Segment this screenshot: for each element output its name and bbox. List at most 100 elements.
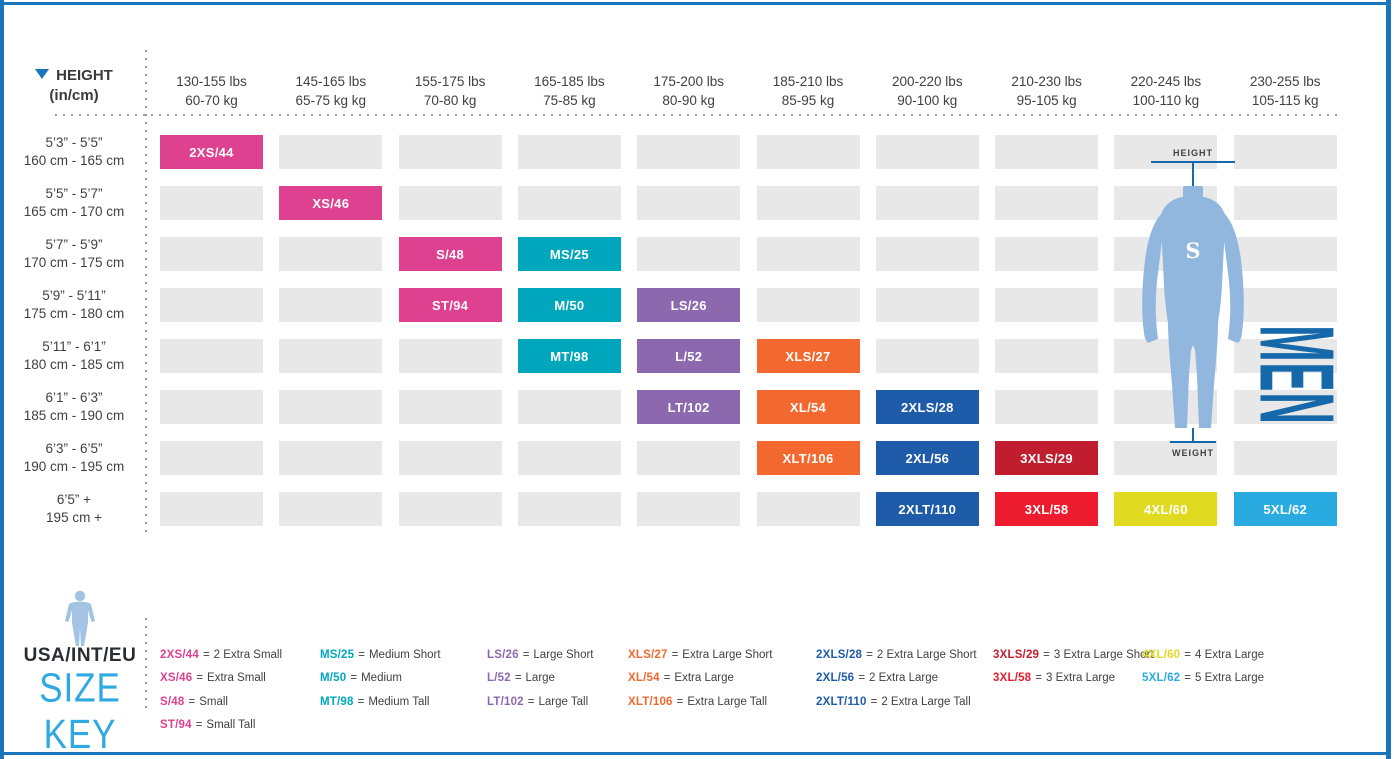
height-axis-label: HEIGHT <box>56 67 113 84</box>
weight-column-header: 185-210 lbs 85-95 kg <box>772 74 844 108</box>
size-code: L/52 <box>487 672 511 685</box>
size-name: 2 Extra Large <box>869 672 939 685</box>
equals-sign: = <box>188 695 196 708</box>
size-key-entry: 4XL/60 = 4 Extra Large <box>1142 643 1264 667</box>
size-code: LT/102 <box>487 695 524 708</box>
empty-cell <box>875 288 979 322</box>
equals-sign: = <box>671 648 679 661</box>
empty-cell <box>517 186 621 220</box>
size-cell-LT-102: LT/102 <box>637 390 741 424</box>
height-row-label: 6’1” - 6’3” 185 cm - 190 cm <box>23 390 125 423</box>
size-name: 5 Extra Large <box>1195 672 1265 685</box>
empty-cell <box>875 237 979 271</box>
figure-height-label: HEIGHT <box>1173 148 1213 158</box>
empty-cell <box>995 186 1099 220</box>
header-row-divider <box>55 114 1343 116</box>
size-cell-XL-54: XL/54 <box>756 390 860 424</box>
empty-cell <box>279 441 383 475</box>
size-cell-S-48: S/48 <box>398 237 502 271</box>
size-key-column: LS/26 = Large Short L/52 = Large LT/102 = Large … <box>487 643 594 714</box>
size-key-title: SIZE KEY <box>39 666 121 758</box>
height-row-label: 6’5” +195 cm + <box>46 492 102 525</box>
empty-cell <box>875 135 979 169</box>
size-cell-2XLT-110: 2XLT/110 <box>875 492 979 526</box>
equals-sign: = <box>357 695 365 708</box>
empty-cell <box>637 441 741 475</box>
size-cell-XLT-106: XLT/106 <box>756 441 860 475</box>
equals-sign: = <box>858 672 865 685</box>
size-name: Large Short <box>533 648 594 661</box>
wetsuit-figure: HEIGHT WEIGHT S <box>1142 148 1244 458</box>
weight-column-header: 230-255 lbs 105-115 kg <box>1249 74 1321 108</box>
size-key-entry: LS/26 = Large Short <box>487 643 594 667</box>
height-row-label: 6’3” - 6’5” 190 cm - 195 cm <box>23 441 125 474</box>
size-cell-label: XL/54 <box>789 399 827 415</box>
equals-sign: = <box>196 672 204 685</box>
size-key-entry: 3XLS/29 = 3 Extra Large Short <box>993 643 1154 667</box>
equals-sign: = <box>514 672 522 685</box>
size-code: LS/26 <box>487 648 519 661</box>
size-code: 2XLS/28 <box>816 648 863 661</box>
empty-cell <box>637 186 741 220</box>
empty-cell <box>279 135 383 169</box>
size-key-column: 3XLS/29 = 3 Extra Large Short 3XL/58 = 3 Extr… <box>993 643 1154 690</box>
size-cell-label: 2XS/44 <box>189 144 234 160</box>
size-code: MT/98 <box>320 695 354 708</box>
size-cell-label: 2XLT/110 <box>898 501 957 517</box>
scubapro-logo: S <box>1185 238 1200 263</box>
size-code: XLT/106 <box>628 695 673 708</box>
weight-column-header: 220-245 lbs 100-110 kg <box>1130 74 1202 108</box>
equals-sign: = <box>663 672 671 685</box>
empty-cell <box>637 492 741 526</box>
size-key-entry: ST/94 = Small Tall <box>160 714 282 738</box>
size-cell-3XL-58: 3XL/58 <box>995 492 1099 526</box>
size-cell-3XLS-29: 3XLS/29 <box>995 441 1099 475</box>
empty-cell <box>398 135 502 169</box>
size-cell-label: L/52 <box>675 348 703 364</box>
empty-cell <box>1233 288 1337 322</box>
size-code: S/48 <box>160 695 185 708</box>
empty-cell <box>160 339 263 373</box>
size-cell-label: LS/26 <box>670 297 707 313</box>
empty-cell <box>1233 441 1337 475</box>
size-code: MS/25 <box>320 648 355 661</box>
size-key-entry: 2XS/44 = 2 Extra Small <box>160 643 282 667</box>
size-cell-L-52: L/52 <box>637 339 741 373</box>
figure-weight-label: WEIGHT <box>1172 448 1214 458</box>
size-cell-XLS-27: XLS/27 <box>756 339 860 373</box>
size-cell-label: S/48 <box>436 246 465 262</box>
bottom-border <box>0 752 1391 755</box>
empty-cell <box>756 135 860 169</box>
empty-cell <box>875 339 979 373</box>
equals-sign: = <box>358 648 365 661</box>
size-cell-2XS-44: 2XS/44 <box>160 135 263 169</box>
empty-cell <box>279 237 383 271</box>
mini-figure-icon <box>65 590 95 646</box>
size-key-entry: XLT/106 = Extra Large Tall <box>628 690 772 714</box>
size-key-entry: XLS/27 = Extra Large Short <box>628 643 772 667</box>
empty-cell <box>160 237 263 271</box>
size-cell-MS-25: MS/25 <box>517 237 621 271</box>
height-row-label: 5’11” - 6’1” 180 cm - 185 cm <box>23 339 125 372</box>
empty-cell <box>517 390 621 424</box>
size-cell-MT-98: MT/98 <box>517 339 621 373</box>
empty-cell <box>279 288 383 322</box>
height-axis-unit: (in/cm) <box>49 87 99 104</box>
equals-sign: = <box>870 695 878 708</box>
size-key-entry: M/50 = Medium <box>320 667 441 691</box>
equals-sign: = <box>1043 648 1050 661</box>
height-row-label: 5’9” - 5’11” 175 cm - 180 cm <box>23 288 125 321</box>
size-name: Medium <box>361 672 402 685</box>
size-name: Large <box>525 672 555 685</box>
size-name: Large Tall <box>538 695 589 708</box>
empty-cell <box>398 339 502 373</box>
size-key-entry: 3XL/58 = 3 Extra Large <box>993 667 1154 691</box>
empty-cell <box>995 135 1099 169</box>
right-border <box>1386 0 1391 759</box>
equals-sign: = <box>866 648 873 661</box>
size-cell-4XL-60: 4XL/60 <box>1114 492 1218 526</box>
top-border <box>0 2 1391 5</box>
size-key-divider <box>145 618 147 714</box>
size-cell-XS-46: XS/46 <box>279 186 383 220</box>
height-axis-header: HEIGHT (in/cm) <box>0 66 148 106</box>
